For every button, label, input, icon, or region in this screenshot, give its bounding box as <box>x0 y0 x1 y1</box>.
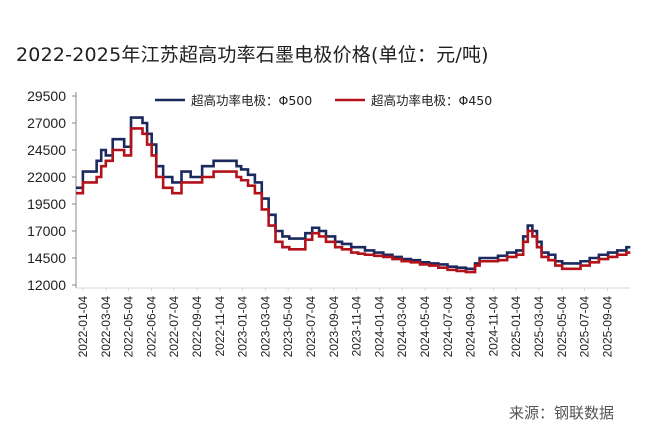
x-tick-label: 2022-11-04 <box>213 296 227 357</box>
x-tick-label: 2023-07-04 <box>304 296 318 358</box>
y-tick-label: 22000 <box>27 169 66 185</box>
x-tick-label: 2024-09-04 <box>464 296 478 358</box>
x-tick-label: 2022-09-04 <box>190 296 204 358</box>
x-tick-label: 2023-05-04 <box>281 296 295 358</box>
data-source: 来源：钢联数据 <box>508 404 614 422</box>
x-tick-label: 2025-03-04 <box>532 296 546 358</box>
x-tick-label: 2023-03-04 <box>258 296 272 358</box>
x-tick-label: 2025-07-04 <box>578 296 592 358</box>
legend-label: 超高功率电极：Φ450 <box>371 93 492 108</box>
x-tick-label: 2022-07-04 <box>167 296 181 358</box>
x-tick-label: 2022-03-04 <box>99 296 113 358</box>
x-tick-label: 2022-05-04 <box>122 296 136 358</box>
y-tick-label: 24500 <box>27 142 66 158</box>
x-axis: 2022-01-04 2022-03-04 2022-05-04 2022-06-04… <box>76 287 630 358</box>
series-lines <box>76 116 631 274</box>
x-tick-label: 2024-11-04 <box>486 296 500 357</box>
x-tick-label: 2023-09-04 <box>327 296 341 358</box>
y-tick-label: 17000 <box>27 223 66 239</box>
x-tick-label: 2025-01-04 <box>509 296 523 358</box>
x-tick-label: 2022-06-04 <box>144 296 158 358</box>
series-line-phi450 <box>76 127 631 274</box>
y-tick-label: 14500 <box>27 250 66 266</box>
series-line-phi500 <box>76 116 631 271</box>
x-tick-label: 2023-11-04 <box>350 296 364 357</box>
chart-title: 2022-2025年江苏超高功率石墨电极价格(单位：元/吨) <box>16 44 489 66</box>
x-tick-label: 2024-01-04 <box>372 296 386 358</box>
y-tick-label: 19500 <box>27 196 66 212</box>
legend-label: 超高功率电极：Φ500 <box>191 93 312 108</box>
x-tick-label: 2024-05-04 <box>418 296 432 358</box>
x-tick-label: 2025-05-04 <box>555 296 569 358</box>
x-tick-label: 2024-07-04 <box>441 296 455 358</box>
y-tick-label: 27000 <box>27 115 66 131</box>
legend: 超高功率电极：Φ500 超高功率电极：Φ450 <box>155 93 492 108</box>
x-tick-label: 2025-09-04 <box>600 296 614 358</box>
y-tick-label: 12000 <box>27 277 66 293</box>
y-axis: 12000 14500 17000 19500 22000 24500 27000 29500 <box>27 88 77 293</box>
y-tick-label: 29500 <box>27 88 66 104</box>
x-tick-label: 2023-01-04 <box>236 296 250 358</box>
x-tick-label: 2022-01-04 <box>76 296 90 358</box>
x-tick-label: 2024-03-04 <box>395 296 409 358</box>
